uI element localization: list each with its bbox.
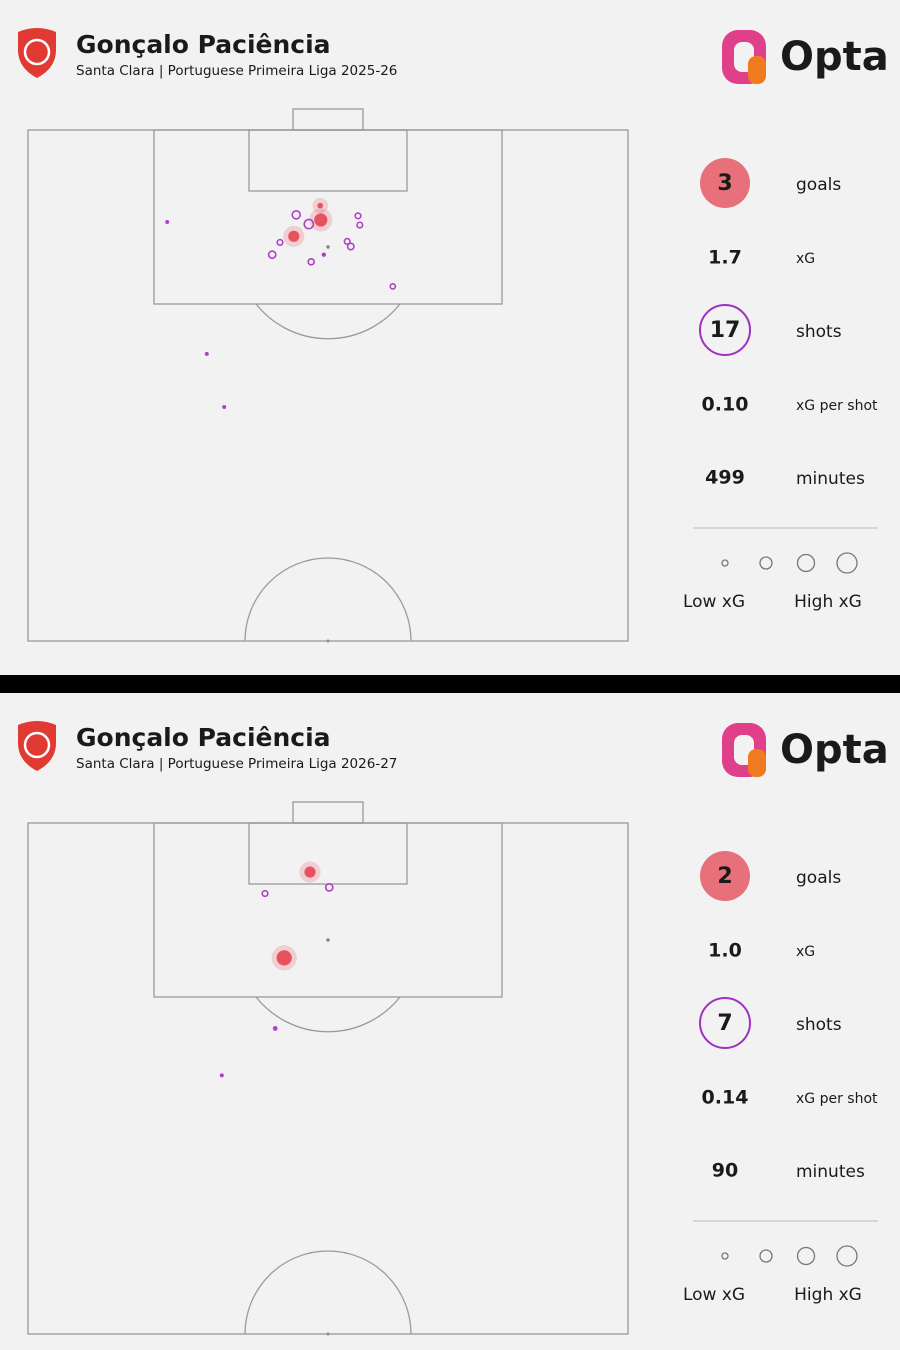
goals-badge (700, 158, 750, 208)
player-name: Gonçalo Paciência (76, 723, 331, 752)
legend-size (836, 552, 858, 574)
stat-value: 2 (717, 864, 732, 889)
shot (204, 351, 209, 356)
legend-size (759, 1249, 773, 1263)
shot (303, 218, 315, 230)
penalty-arc (255, 303, 401, 340)
club-crest (18, 721, 56, 771)
panel: Gonçalo Paciência Santa Clara | Portugues… (18, 28, 889, 643)
goals-badge (700, 851, 750, 901)
legend-size (721, 559, 729, 567)
goal (292, 801, 364, 824)
stat-value: 17 (710, 318, 741, 343)
stat-value: 3 (717, 171, 732, 196)
legend-low: Low xG (683, 592, 745, 612)
penalty-spot (326, 938, 330, 942)
stat-label: xG per shot (796, 1091, 878, 1107)
goal-shot (314, 213, 328, 227)
shot (346, 242, 355, 251)
stat-label: goals (796, 868, 841, 888)
stat-label: minutes (796, 1162, 865, 1182)
stat-value: 0.10 (702, 394, 749, 416)
stat-value: 499 (705, 467, 745, 489)
shot (343, 237, 351, 245)
stat-value: 1.7 (708, 247, 742, 269)
shot (291, 210, 302, 220)
subtitle: Santa Clara | Portuguese Primeira Liga 2… (76, 756, 397, 772)
legend-high: High xG (794, 592, 862, 612)
club-crest-emblem (23, 38, 51, 66)
legend-high: High xG (794, 1285, 862, 1305)
stat-label: xG per shot (796, 398, 878, 414)
subtitle: Santa Clara | Portuguese Primeira Liga 2… (76, 63, 397, 79)
legend-size (759, 556, 773, 570)
shot (267, 250, 277, 260)
stat-label: shots (796, 322, 842, 342)
shot (222, 404, 227, 409)
penalty-arc (255, 996, 401, 1033)
goal-shot (288, 230, 300, 242)
legend-low: Low xG (683, 1285, 745, 1305)
stat-label: goals (796, 175, 841, 195)
shot (272, 1026, 278, 1031)
shots-badge (699, 304, 751, 356)
stat-value: 7 (717, 1011, 732, 1036)
player-name: Gonçalo Paciência (76, 30, 331, 59)
goal-shot (317, 202, 324, 209)
legend-size (796, 1246, 816, 1266)
goal-shot (304, 866, 316, 878)
shot (219, 1073, 224, 1078)
stat-value: 90 (712, 1160, 738, 1182)
centre-circle (244, 557, 412, 642)
goal (292, 108, 364, 131)
club-crest (18, 28, 56, 78)
panel: Gonçalo Paciência Santa Clara | Portugues… (18, 721, 889, 1336)
stat-label: xG (796, 944, 815, 960)
stat-label: minutes (796, 469, 865, 489)
stat-label: shots (796, 1015, 842, 1035)
legend-size (721, 1252, 729, 1260)
club-crest-emblem (23, 731, 51, 759)
brand-mark-accent (748, 749, 766, 777)
brand-name: Opta (780, 727, 889, 773)
brand-name: Opta (780, 34, 889, 80)
shot (324, 882, 334, 892)
brand-mark-accent (748, 56, 766, 84)
shot (389, 282, 397, 290)
separator (0, 675, 900, 693)
centre-circle (244, 1250, 412, 1335)
legend-size (836, 1245, 858, 1267)
centre-spot (326, 1332, 330, 1336)
stat-value: 0.14 (702, 1087, 749, 1109)
shot (354, 212, 362, 220)
centre-spot (326, 639, 330, 643)
stat-label: xG (796, 251, 815, 267)
shot (261, 889, 269, 898)
shot (165, 219, 170, 224)
shots-badge (699, 997, 751, 1049)
shot (321, 252, 326, 257)
penalty-spot (326, 245, 330, 249)
goal-shot (276, 950, 292, 966)
shot (356, 221, 364, 229)
shot (276, 238, 284, 247)
stat-value: 1.0 (708, 940, 742, 962)
legend-size (796, 553, 816, 573)
shot (307, 258, 316, 266)
